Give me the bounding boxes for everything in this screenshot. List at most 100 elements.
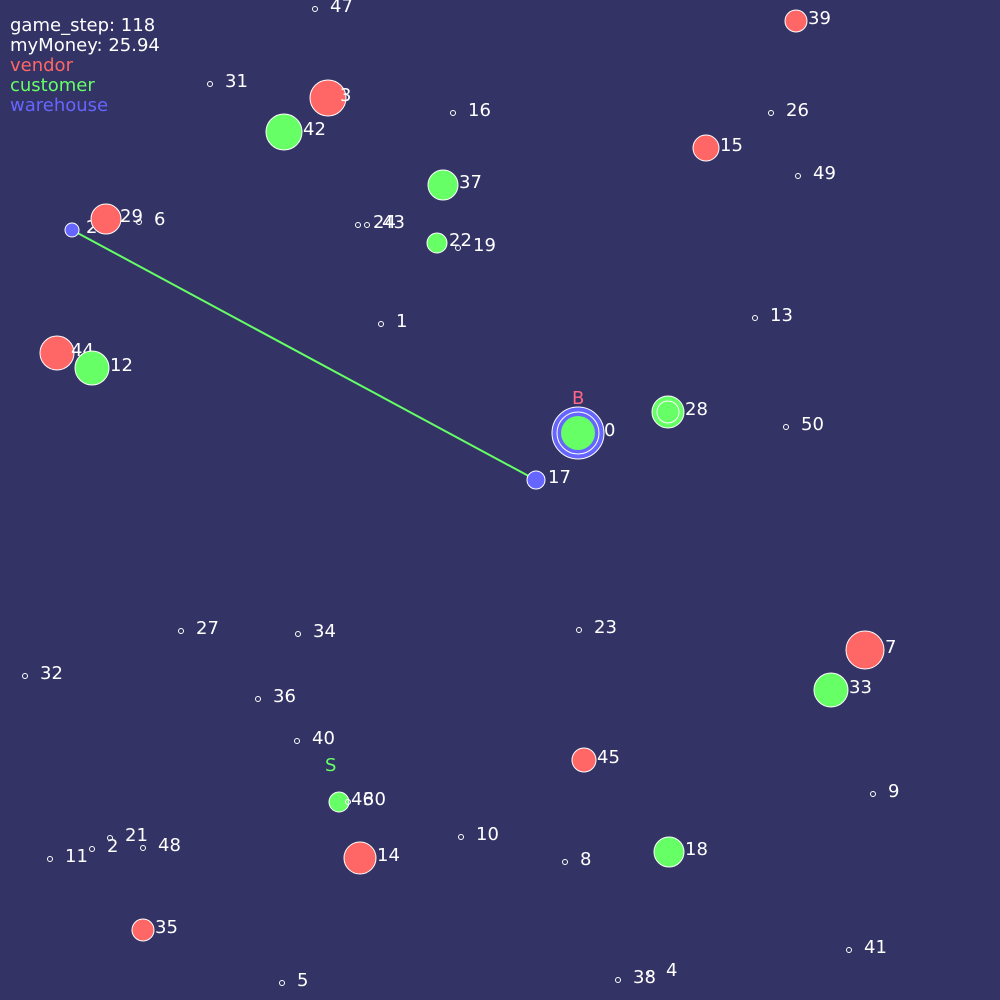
node-50[interactable]: 50 xyxy=(783,414,824,435)
node-28[interactable]: 28 xyxy=(651,395,708,429)
empty-node-dot xyxy=(576,627,582,633)
node-27[interactable]: 27 xyxy=(178,618,219,639)
node-10[interactable]: 10 xyxy=(458,824,499,845)
empty-node-dot xyxy=(140,845,146,851)
node-5[interactable]: 5 xyxy=(279,970,309,991)
node-layer: 4739313421626154937202962443221911344120… xyxy=(22,0,900,991)
node-15[interactable]: 15 xyxy=(692,134,743,162)
node-label: 31 xyxy=(225,71,248,92)
node-label: 5 xyxy=(297,970,308,991)
vendor-node-circle xyxy=(692,134,720,162)
node-label: 22 xyxy=(449,230,472,251)
node-label: 45 xyxy=(597,747,620,768)
node-24[interactable]: 24 xyxy=(355,212,396,233)
node-13[interactable]: 13 xyxy=(752,305,793,326)
node-32[interactable]: 32 xyxy=(22,663,63,684)
customer-node-circle xyxy=(328,791,350,813)
node-label: 17 xyxy=(548,467,571,488)
node-22[interactable]: 22 xyxy=(426,230,472,254)
empty-node-dot xyxy=(345,799,351,805)
node-8[interactable]: 8 xyxy=(562,849,592,870)
node-label: 33 xyxy=(849,677,872,698)
node-29[interactable]: 29 xyxy=(90,203,143,235)
node-label: 21 xyxy=(125,825,148,846)
vendor-node-circle xyxy=(39,335,75,371)
customer-node-circle xyxy=(74,350,110,386)
node-label: 14 xyxy=(377,845,400,866)
node-3[interactable]: 3 xyxy=(309,79,351,117)
node-label: 46 xyxy=(351,789,374,810)
node-35[interactable]: 35 xyxy=(131,917,178,942)
node-16[interactable]: 16 xyxy=(450,100,491,121)
node-1[interactable]: 1 xyxy=(378,311,408,332)
marker-layer: BS xyxy=(325,388,584,776)
node-6[interactable]: 6 xyxy=(136,209,166,230)
node-label: 28 xyxy=(685,399,708,420)
node-47[interactable]: 47 xyxy=(312,0,353,17)
node-46[interactable]: 46 xyxy=(328,789,374,813)
node-48[interactable]: 48 xyxy=(140,835,181,856)
node-31[interactable]: 31 xyxy=(207,71,248,92)
node-17[interactable]: 17 xyxy=(526,467,571,490)
legend-vendor: vendor xyxy=(10,55,74,76)
node-label: 9 xyxy=(888,781,899,802)
money-text: myMoney: 25.94 xyxy=(10,35,160,56)
vendor-node-circle xyxy=(571,747,597,773)
node-39[interactable]: 39 xyxy=(784,8,831,33)
node-label: 2 xyxy=(107,836,118,857)
empty-node-dot xyxy=(295,631,301,637)
legend-warehouse: warehouse xyxy=(10,95,108,116)
vendor-node-circle xyxy=(131,918,155,942)
empty-node-dot xyxy=(22,673,28,679)
node-49[interactable]: 49 xyxy=(795,163,836,184)
node-4[interactable]: 4 xyxy=(648,960,678,981)
empty-node-dot xyxy=(752,315,758,321)
node-42[interactable]: 42 xyxy=(265,113,326,151)
active-node-inner-ring xyxy=(556,411,600,455)
node-38[interactable]: 38 xyxy=(615,967,656,988)
node-label: 15 xyxy=(720,135,743,156)
node-9[interactable]: 9 xyxy=(870,781,900,802)
node-label: 13 xyxy=(770,305,793,326)
node-label: 38 xyxy=(633,967,656,988)
node-14[interactable]: 14 xyxy=(343,841,400,875)
node-11[interactable]: 11 xyxy=(47,846,88,867)
buyer-marker: B xyxy=(572,388,584,409)
node-label: 19 xyxy=(473,235,496,256)
node-41[interactable]: 41 xyxy=(846,937,887,958)
node-30[interactable]: 30 xyxy=(345,789,386,810)
legend-customer: customer xyxy=(10,75,95,96)
node-45[interactable]: 45 xyxy=(571,747,620,773)
node-26[interactable]: 26 xyxy=(768,100,809,121)
empty-node-dot xyxy=(455,245,461,251)
customer-node-circle xyxy=(265,113,303,151)
node-36[interactable]: 36 xyxy=(255,686,296,707)
customer-node-circle xyxy=(561,416,595,450)
node-43[interactable]: 43 xyxy=(364,212,405,233)
node-40[interactable]: 40 xyxy=(294,728,335,749)
node-label: 16 xyxy=(468,100,491,121)
empty-node-dot xyxy=(47,856,53,862)
node-18[interactable]: 18 xyxy=(653,836,708,868)
node-7[interactable]: 7 xyxy=(845,630,896,670)
node-34[interactable]: 34 xyxy=(295,621,336,642)
node-label: 24 xyxy=(373,212,396,233)
game-step-text: game_step: 118 xyxy=(10,15,155,36)
empty-node-dot xyxy=(562,859,568,865)
node-21[interactable]: 21 xyxy=(107,825,148,846)
node-23[interactable]: 23 xyxy=(576,617,617,638)
node-label: 4 xyxy=(666,960,677,981)
node-19[interactable]: 19 xyxy=(455,235,496,256)
node-12[interactable]: 12 xyxy=(74,350,133,386)
node-label: 3 xyxy=(340,85,351,106)
node-label: 8 xyxy=(580,849,591,870)
empty-node-dot xyxy=(783,424,789,430)
empty-node-dot xyxy=(450,110,456,116)
node-0[interactable]: 0 xyxy=(551,406,615,460)
node-33[interactable]: 33 xyxy=(813,672,872,708)
node-37[interactable]: 37 xyxy=(427,169,482,201)
empty-node-dot xyxy=(846,947,852,953)
customer-node-circle xyxy=(813,672,849,708)
node-2[interactable]: 2 xyxy=(89,836,119,857)
delivery-route-line xyxy=(71,229,537,481)
